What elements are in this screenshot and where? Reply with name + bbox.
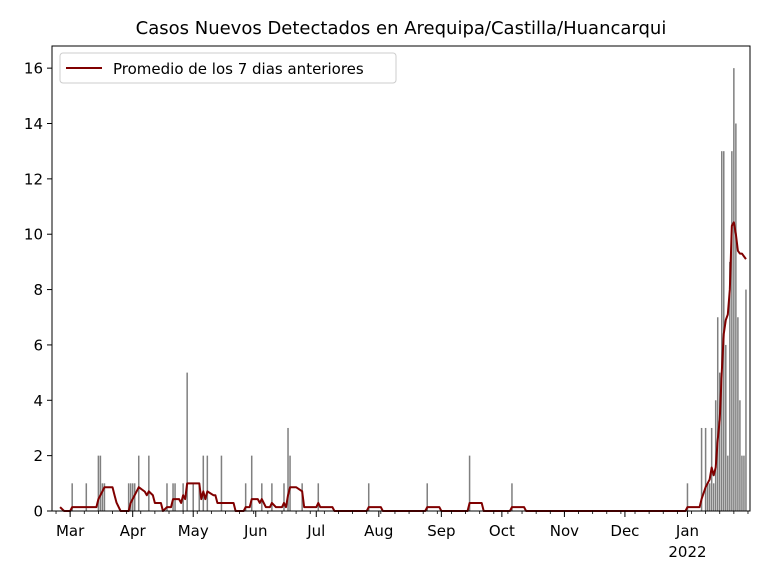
bar-26: [283, 483, 285, 511]
bar-1: [85, 483, 88, 511]
y-tick-label-14: 14: [24, 115, 43, 133]
y-tick-label-2: 2: [33, 447, 43, 465]
y-tick-label-8: 8: [33, 281, 43, 299]
bar-14: [174, 483, 176, 511]
legend: Promedio de los 7 dias anteriores: [59, 52, 397, 84]
bar-35: [686, 483, 689, 511]
bar-54: [739, 400, 741, 511]
x-tick-label-apr: Apr: [120, 522, 147, 540]
bar-10: [137, 455, 140, 511]
bar-16: [186, 372, 188, 511]
bar-37: [704, 427, 707, 511]
x-tick-label-jun: Jun: [243, 522, 267, 540]
bar-38: [706, 483, 709, 511]
bar-53: [737, 317, 739, 511]
bar-45: [721, 151, 723, 511]
x-tick-label-nov: Nov: [550, 522, 579, 540]
y-tick-label-6: 6: [33, 336, 43, 354]
bar-24: [261, 483, 263, 511]
x-tick-label-may: May: [178, 522, 209, 540]
bar-19: [202, 455, 205, 511]
x-tick-label-mar: Mar: [56, 522, 85, 540]
bar-0: [71, 483, 73, 511]
bar-5: [103, 483, 106, 511]
bar-39: [708, 483, 711, 511]
bar-20: [206, 455, 209, 511]
bar-6: [127, 483, 130, 511]
bar-21: [220, 455, 223, 511]
bar-13: [172, 483, 174, 511]
x-year-label: 2022: [668, 543, 706, 561]
x-tick-label-jan: Jan: [675, 522, 699, 540]
bar-56: [743, 455, 745, 511]
bar-2: [97, 455, 100, 511]
y-tick-label-10: 10: [24, 226, 43, 244]
bar-52: [735, 123, 737, 511]
bar-43: [716, 317, 719, 511]
x-tick-label-aug: Aug: [364, 522, 393, 540]
x-tick-label-jul: Jul: [306, 522, 325, 540]
line-series-layer: [59, 221, 747, 512]
bar-44: [718, 372, 721, 511]
bar-31: [367, 483, 370, 511]
bar-41: [712, 483, 715, 511]
bar-36: [700, 427, 703, 511]
bar-series: [71, 68, 747, 511]
bar-57: [745, 289, 747, 511]
bar-55: [741, 455, 743, 511]
bar-30: [317, 483, 320, 511]
legend-label: Promedio de los 7 dias anteriores: [113, 60, 364, 78]
x-tick-label-oct: Oct: [489, 522, 515, 540]
bar-11: [148, 455, 150, 511]
bar-32: [426, 483, 428, 511]
chart-title: Casos Nuevos Detectados en Arequipa/Cast…: [136, 18, 667, 39]
bar-51: [733, 68, 735, 511]
bar-25: [271, 483, 273, 511]
y-axis: 0 2 4 6 8 10 12 14 16: [24, 60, 52, 521]
bar-18: [198, 483, 201, 511]
bar-48: [727, 455, 729, 511]
bar-47: [725, 344, 727, 511]
bar-7: [129, 483, 132, 511]
y-tick-label-0: 0: [33, 503, 43, 521]
bar-3: [99, 455, 102, 511]
bar-17: [192, 483, 194, 511]
x-tick-label-dec: Dec: [610, 522, 639, 540]
bar-27: [287, 427, 289, 511]
bar-4: [101, 483, 104, 511]
bar-23: [250, 455, 253, 511]
bar-34: [511, 483, 513, 511]
bar-22: [244, 483, 247, 511]
x-tick-label-sep: Sep: [427, 522, 455, 540]
legend-box: [59, 52, 397, 84]
y-tick-label-12: 12: [24, 170, 43, 188]
bar-50: [731, 151, 733, 511]
y-tick-label-4: 4: [33, 392, 43, 410]
bar-12: [166, 483, 168, 511]
plot-frame: [51, 45, 751, 512]
bar-28: [289, 455, 291, 511]
bar-33: [468, 455, 471, 511]
y-tick-label-16: 16: [24, 60, 43, 78]
x-axis: Mar Apr May Jun Jul Aug Sep Oct Nov Dec Jan 2022: [55, 511, 749, 561]
average-line: [59, 221, 747, 512]
bar-49: [729, 261, 731, 511]
